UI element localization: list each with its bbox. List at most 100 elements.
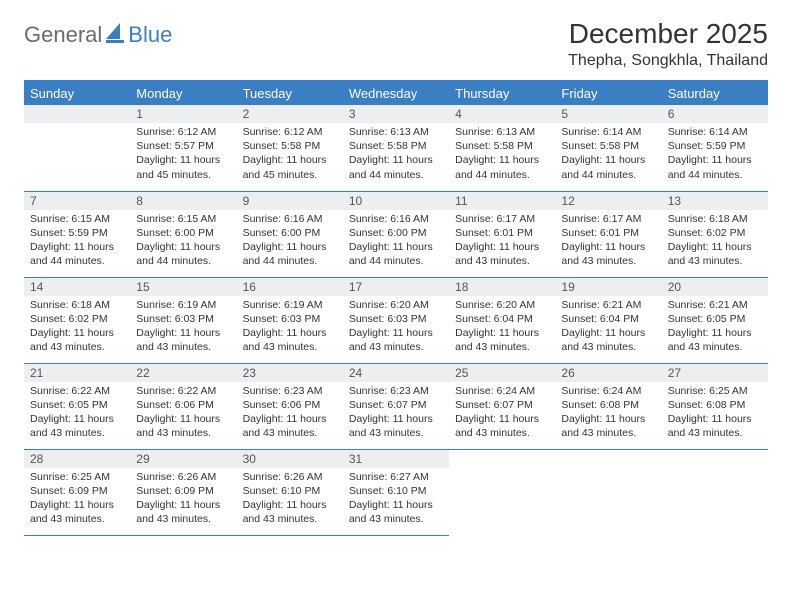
calendar-cell: 11Sunrise: 6:17 AMSunset: 6:01 PMDayligh… — [449, 191, 555, 277]
calendar-cell: 8Sunrise: 6:15 AMSunset: 6:00 PMDaylight… — [130, 191, 236, 277]
sunset-text: Sunset: 6:06 PM — [243, 398, 337, 412]
sunset-text: Sunset: 6:00 PM — [136, 226, 230, 240]
sunset-text: Sunset: 6:10 PM — [349, 484, 443, 498]
day-number: 17 — [343, 278, 449, 296]
sunset-text: Sunset: 6:03 PM — [349, 312, 443, 326]
weekday-header-row: Sunday Monday Tuesday Wednesday Thursday… — [24, 81, 768, 105]
day-number: 8 — [130, 192, 236, 210]
sunset-text: Sunset: 6:01 PM — [561, 226, 655, 240]
sunrise-text: Sunrise: 6:12 AM — [136, 125, 230, 139]
day-body: Sunrise: 6:21 AMSunset: 6:05 PMDaylight:… — [662, 296, 768, 359]
day-body: Sunrise: 6:18 AMSunset: 6:02 PMDaylight:… — [662, 210, 768, 273]
calendar-cell: 15Sunrise: 6:19 AMSunset: 6:03 PMDayligh… — [130, 277, 236, 363]
sunrise-text: Sunrise: 6:27 AM — [349, 470, 443, 484]
day-number: 4 — [449, 105, 555, 123]
sunrise-text: Sunrise: 6:16 AM — [349, 212, 443, 226]
day-body: Sunrise: 6:26 AMSunset: 6:10 PMDaylight:… — [237, 468, 343, 531]
sunrise-text: Sunrise: 6:14 AM — [668, 125, 762, 139]
calendar-table: Sunday Monday Tuesday Wednesday Thursday… — [24, 80, 768, 536]
calendar-cell: 1Sunrise: 6:12 AMSunset: 5:57 PMDaylight… — [130, 105, 236, 191]
sunset-text: Sunset: 5:58 PM — [243, 139, 337, 153]
sunrise-text: Sunrise: 6:23 AM — [349, 384, 443, 398]
daylight-text: Daylight: 11 hours and 43 minutes. — [668, 240, 762, 268]
day-number: 3 — [343, 105, 449, 123]
weekday-tuesday: Tuesday — [237, 81, 343, 105]
daylight-text: Daylight: 11 hours and 43 minutes. — [243, 498, 337, 526]
sunset-text: Sunset: 6:08 PM — [668, 398, 762, 412]
day-body: Sunrise: 6:12 AMSunset: 5:58 PMDaylight:… — [237, 123, 343, 186]
day-body: Sunrise: 6:21 AMSunset: 6:04 PMDaylight:… — [555, 296, 661, 359]
day-number: 13 — [662, 192, 768, 210]
day-body: Sunrise: 6:14 AMSunset: 5:59 PMDaylight:… — [662, 123, 768, 186]
calendar-cell: 22Sunrise: 6:22 AMSunset: 6:06 PMDayligh… — [130, 363, 236, 449]
sunrise-text: Sunrise: 6:17 AM — [455, 212, 549, 226]
sunset-text: Sunset: 6:04 PM — [455, 312, 549, 326]
logo-sail-icon — [106, 23, 126, 48]
day-number: 24 — [343, 364, 449, 382]
calendar-cell: 25Sunrise: 6:24 AMSunset: 6:07 PMDayligh… — [449, 363, 555, 449]
daylight-text: Daylight: 11 hours and 43 minutes. — [561, 326, 655, 354]
day-number: 25 — [449, 364, 555, 382]
day-number: 15 — [130, 278, 236, 296]
daylight-text: Daylight: 11 hours and 43 minutes. — [136, 498, 230, 526]
day-number: 18 — [449, 278, 555, 296]
day-body: Sunrise: 6:17 AMSunset: 6:01 PMDaylight:… — [449, 210, 555, 273]
daylight-text: Daylight: 11 hours and 45 minutes. — [136, 153, 230, 181]
day-body: Sunrise: 6:23 AMSunset: 6:06 PMDaylight:… — [237, 382, 343, 445]
day-body: Sunrise: 6:20 AMSunset: 6:03 PMDaylight:… — [343, 296, 449, 359]
calendar-cell: 28Sunrise: 6:25 AMSunset: 6:09 PMDayligh… — [24, 449, 130, 535]
sunset-text: Sunset: 6:06 PM — [136, 398, 230, 412]
sunrise-text: Sunrise: 6:17 AM — [561, 212, 655, 226]
day-number: 6 — [662, 105, 768, 123]
daylight-text: Daylight: 11 hours and 43 minutes. — [455, 240, 549, 268]
sunrise-text: Sunrise: 6:26 AM — [243, 470, 337, 484]
calendar-cell: 3Sunrise: 6:13 AMSunset: 5:58 PMDaylight… — [343, 105, 449, 191]
calendar-cell: 29Sunrise: 6:26 AMSunset: 6:09 PMDayligh… — [130, 449, 236, 535]
calendar-cell: 26Sunrise: 6:24 AMSunset: 6:08 PMDayligh… — [555, 363, 661, 449]
calendar-cell: 31Sunrise: 6:27 AMSunset: 6:10 PMDayligh… — [343, 449, 449, 535]
header: General Blue December 2025 Thepha, Songk… — [24, 18, 768, 70]
day-body: Sunrise: 6:22 AMSunset: 6:06 PMDaylight:… — [130, 382, 236, 445]
day-number: 21 — [24, 364, 130, 382]
day-number: 16 — [237, 278, 343, 296]
day-number: 9 — [237, 192, 343, 210]
day-number: 11 — [449, 192, 555, 210]
sunset-text: Sunset: 6:00 PM — [349, 226, 443, 240]
day-body: Sunrise: 6:16 AMSunset: 6:00 PMDaylight:… — [237, 210, 343, 273]
weekday-wednesday: Wednesday — [343, 81, 449, 105]
day-number: 26 — [555, 364, 661, 382]
sunrise-text: Sunrise: 6:22 AM — [30, 384, 124, 398]
daylight-text: Daylight: 11 hours and 45 minutes. — [243, 153, 337, 181]
daylight-text: Daylight: 11 hours and 43 minutes. — [455, 412, 549, 440]
calendar-cell: 18Sunrise: 6:20 AMSunset: 6:04 PMDayligh… — [449, 277, 555, 363]
sunset-text: Sunset: 6:04 PM — [561, 312, 655, 326]
sunrise-text: Sunrise: 6:24 AM — [455, 384, 549, 398]
daylight-text: Daylight: 11 hours and 43 minutes. — [349, 498, 443, 526]
day-number: 20 — [662, 278, 768, 296]
daylight-text: Daylight: 11 hours and 43 minutes. — [668, 412, 762, 440]
daylight-text: Daylight: 11 hours and 43 minutes. — [668, 326, 762, 354]
sunrise-text: Sunrise: 6:23 AM — [243, 384, 337, 398]
day-number: 22 — [130, 364, 236, 382]
sunset-text: Sunset: 5:58 PM — [561, 139, 655, 153]
sunrise-text: Sunrise: 6:18 AM — [30, 298, 124, 312]
sunset-text: Sunset: 6:00 PM — [243, 226, 337, 240]
calendar-cell: 6Sunrise: 6:14 AMSunset: 5:59 PMDaylight… — [662, 105, 768, 191]
daylight-text: Daylight: 11 hours and 43 minutes. — [136, 326, 230, 354]
day-body: Sunrise: 6:12 AMSunset: 5:57 PMDaylight:… — [130, 123, 236, 186]
sunset-text: Sunset: 6:10 PM — [243, 484, 337, 498]
day-body: Sunrise: 6:18 AMSunset: 6:02 PMDaylight:… — [24, 296, 130, 359]
sunrise-text: Sunrise: 6:20 AM — [349, 298, 443, 312]
calendar-cell: 24Sunrise: 6:23 AMSunset: 6:07 PMDayligh… — [343, 363, 449, 449]
sunset-text: Sunset: 6:05 PM — [668, 312, 762, 326]
sunrise-text: Sunrise: 6:19 AM — [243, 298, 337, 312]
daylight-text: Daylight: 11 hours and 43 minutes. — [136, 412, 230, 440]
day-body: Sunrise: 6:15 AMSunset: 6:00 PMDaylight:… — [130, 210, 236, 273]
title-block: December 2025 Thepha, Songkhla, Thailand — [568, 18, 768, 70]
sunrise-text: Sunrise: 6:13 AM — [349, 125, 443, 139]
day-body: Sunrise: 6:23 AMSunset: 6:07 PMDaylight:… — [343, 382, 449, 445]
day-body: Sunrise: 6:27 AMSunset: 6:10 PMDaylight:… — [343, 468, 449, 531]
sunrise-text: Sunrise: 6:19 AM — [136, 298, 230, 312]
day-number: 31 — [343, 450, 449, 468]
day-number: 30 — [237, 450, 343, 468]
